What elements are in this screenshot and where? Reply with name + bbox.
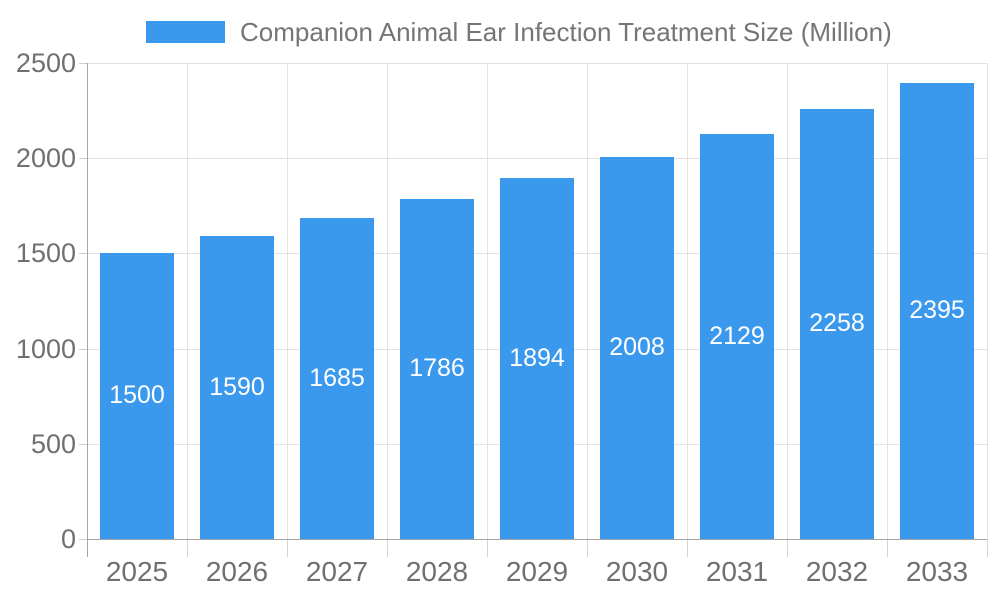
bar-2032[interactable] — [800, 109, 874, 539]
bar-2033[interactable] — [900, 83, 974, 539]
y-axis-tick-label: 500 — [30, 429, 76, 459]
y-axis-tick-label: 2500 — [15, 48, 76, 78]
x-axis-tick — [387, 539, 388, 557]
x-axis-tick-label: 2032 — [805, 556, 869, 587]
x-axis-tick — [787, 539, 788, 557]
bar-2029[interactable] — [500, 178, 574, 539]
bar-value-label: 2258 — [809, 309, 865, 337]
x-axis-tick — [887, 539, 888, 557]
x-axis-tick — [287, 539, 288, 557]
x-axis-tick-label: 2028 — [405, 556, 469, 587]
x-axis-tick — [987, 539, 988, 557]
x-axis-tick-label: 2030 — [605, 556, 669, 587]
chart-legend[interactable]: Companion Animal Ear Infection Treatment… — [146, 16, 892, 47]
gridline-vertical — [187, 63, 188, 539]
y-axis-tick-label: 1500 — [15, 238, 76, 268]
y-axis-tick-label: 2000 — [15, 143, 76, 173]
bar-value-label: 1500 — [109, 381, 165, 409]
x-axis-tick-label: 2025 — [105, 556, 169, 587]
x-axis-line — [87, 539, 987, 540]
gridline-vertical — [587, 63, 588, 539]
x-axis-tick-label: 2027 — [305, 556, 369, 587]
bar-value-label: 2008 — [609, 333, 665, 361]
x-axis-tick — [587, 539, 588, 557]
y-axis-tick — [79, 253, 87, 254]
gridline-horizontal — [87, 63, 987, 64]
y-axis-line — [87, 63, 88, 557]
legend-swatch-icon — [146, 21, 225, 43]
bar-2026[interactable] — [200, 236, 274, 539]
bar-2028[interactable] — [400, 199, 474, 539]
y-axis-tick — [79, 539, 87, 540]
legend-label: Companion Animal Ear Infection Treatment… — [240, 16, 892, 47]
bar-2025[interactable] — [100, 253, 174, 539]
bar-value-label: 1590 — [209, 373, 265, 401]
gridline-vertical — [287, 63, 288, 539]
x-axis-tick-label: 2026 — [205, 556, 269, 587]
x-axis-tick — [687, 539, 688, 557]
y-axis-tick — [79, 444, 87, 445]
gridline-horizontal — [87, 158, 987, 159]
x-axis-tick-label: 2029 — [505, 556, 569, 587]
gridline-vertical — [887, 63, 888, 539]
y-axis-tick — [79, 349, 87, 350]
x-axis-tick-label: 2031 — [705, 556, 769, 587]
y-axis-tick-label: 1000 — [15, 334, 76, 364]
bar-value-label: 2395 — [909, 296, 965, 324]
bar-value-label: 1894 — [509, 344, 565, 372]
bar-value-label: 1786 — [409, 354, 465, 382]
bar-2027[interactable] — [300, 218, 374, 539]
bar-2031[interactable] — [700, 134, 774, 539]
y-axis-tick-label: 0 — [60, 524, 76, 554]
y-axis-tick — [79, 158, 87, 159]
bar-value-label: 1685 — [309, 364, 365, 392]
gridline-vertical — [487, 63, 488, 539]
gridline-vertical — [987, 63, 988, 539]
gridline-vertical — [687, 63, 688, 539]
bar-value-label: 2129 — [709, 322, 765, 350]
bar-2030[interactable] — [600, 157, 674, 539]
y-axis-tick — [79, 63, 87, 64]
x-axis-tick-label: 2033 — [905, 556, 969, 587]
gridline-vertical — [787, 63, 788, 539]
x-axis-tick — [487, 539, 488, 557]
x-axis-tick — [187, 539, 188, 557]
gridline-vertical — [387, 63, 388, 539]
